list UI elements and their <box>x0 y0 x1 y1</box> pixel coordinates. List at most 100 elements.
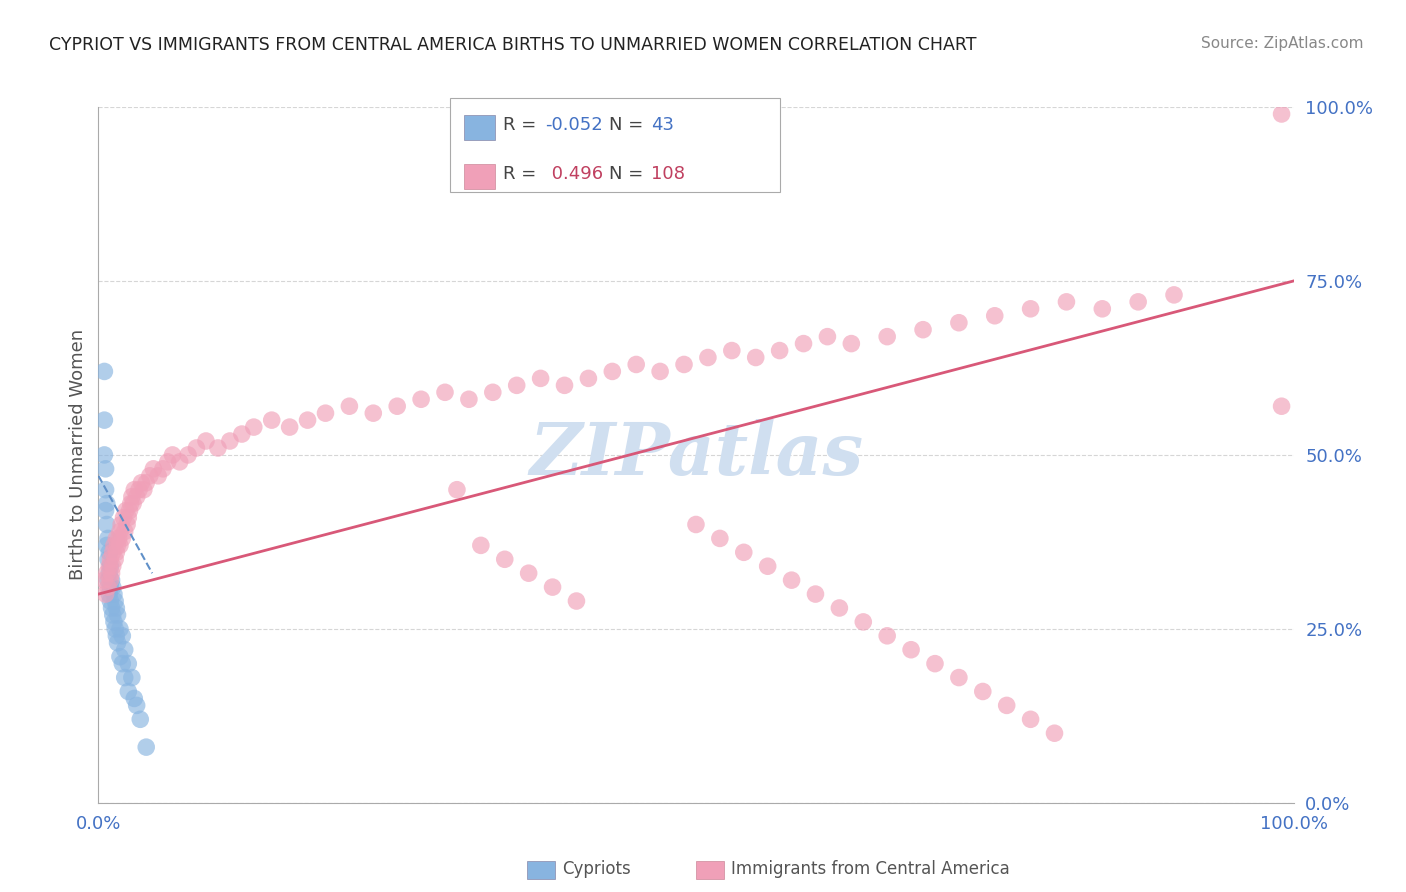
Point <box>105 532 128 546</box>
Point <box>131 475 153 490</box>
Point <box>125 490 148 504</box>
Point <box>1128 294 1150 309</box>
Point <box>98 580 122 594</box>
Point <box>411 392 433 407</box>
Point <box>121 671 143 685</box>
Point <box>841 336 863 351</box>
Point <box>162 448 184 462</box>
Point <box>96 538 118 552</box>
Point <box>554 378 576 392</box>
Text: N =: N = <box>609 116 643 134</box>
Point <box>648 364 672 378</box>
Point <box>105 601 128 615</box>
Point <box>117 657 139 671</box>
Point <box>578 371 600 385</box>
Point <box>1043 726 1066 740</box>
Point <box>97 552 120 566</box>
Point <box>972 684 994 698</box>
Point <box>98 587 121 601</box>
Point <box>107 532 129 546</box>
Text: 43: 43 <box>651 116 673 134</box>
Point <box>107 607 129 622</box>
Text: N =: N = <box>609 165 643 183</box>
Point <box>128 483 150 497</box>
Point <box>98 573 122 587</box>
Text: Immigrants from Central America: Immigrants from Central America <box>731 860 1010 878</box>
Point <box>876 629 898 643</box>
Point <box>93 413 115 427</box>
Point <box>315 406 337 420</box>
Point <box>101 545 124 559</box>
Text: R =: R = <box>503 165 537 183</box>
Point <box>517 566 540 581</box>
Point <box>110 517 132 532</box>
Point <box>125 698 148 713</box>
Point <box>98 594 122 608</box>
Text: R =: R = <box>503 116 537 134</box>
Point <box>94 462 117 476</box>
Point <box>132 483 155 497</box>
Point <box>506 378 529 392</box>
Point <box>142 462 165 476</box>
Point <box>709 532 731 546</box>
Point <box>900 642 922 657</box>
Point <box>297 413 319 427</box>
Point <box>98 552 122 566</box>
Point <box>104 594 127 608</box>
Point <box>984 309 1007 323</box>
Point <box>124 483 146 497</box>
Point <box>115 503 138 517</box>
Point <box>93 364 115 378</box>
Point <box>565 594 588 608</box>
Point <box>685 517 707 532</box>
Point <box>101 607 124 622</box>
Point <box>1271 399 1294 413</box>
Point <box>105 629 128 643</box>
Point <box>96 566 118 581</box>
Text: Cypriots: Cypriots <box>562 860 631 878</box>
Point <box>697 351 720 365</box>
Text: -0.052: -0.052 <box>546 116 603 134</box>
Point <box>139 468 162 483</box>
Point <box>108 538 131 552</box>
Point <box>94 503 117 517</box>
Point <box>260 413 283 427</box>
Point <box>121 490 143 504</box>
Point <box>530 371 553 385</box>
Point <box>434 385 457 400</box>
Point <box>129 712 152 726</box>
Point <box>97 532 120 546</box>
Point <box>114 524 136 539</box>
Point <box>111 532 134 546</box>
Point <box>745 351 768 365</box>
Point <box>117 684 139 698</box>
Point <box>876 329 898 343</box>
Point <box>98 566 121 581</box>
Point <box>470 538 492 552</box>
Point <box>494 552 516 566</box>
Point <box>107 538 129 552</box>
Point <box>93 573 115 587</box>
Point <box>101 559 124 574</box>
Point <box>103 587 125 601</box>
Point <box>111 629 134 643</box>
Point <box>1019 712 1042 726</box>
Point <box>104 622 127 636</box>
Point <box>156 455 179 469</box>
Point <box>107 636 129 650</box>
Point <box>97 580 120 594</box>
Point <box>481 385 505 400</box>
Point <box>96 517 118 532</box>
Point <box>339 399 361 413</box>
Point <box>924 657 946 671</box>
Point <box>828 601 851 615</box>
Point <box>98 545 121 559</box>
Point <box>756 559 779 574</box>
Point <box>94 483 117 497</box>
Point <box>93 448 115 462</box>
Point <box>108 622 131 636</box>
Point <box>124 691 146 706</box>
Point <box>96 497 118 511</box>
Point <box>169 455 191 469</box>
Point <box>207 441 229 455</box>
